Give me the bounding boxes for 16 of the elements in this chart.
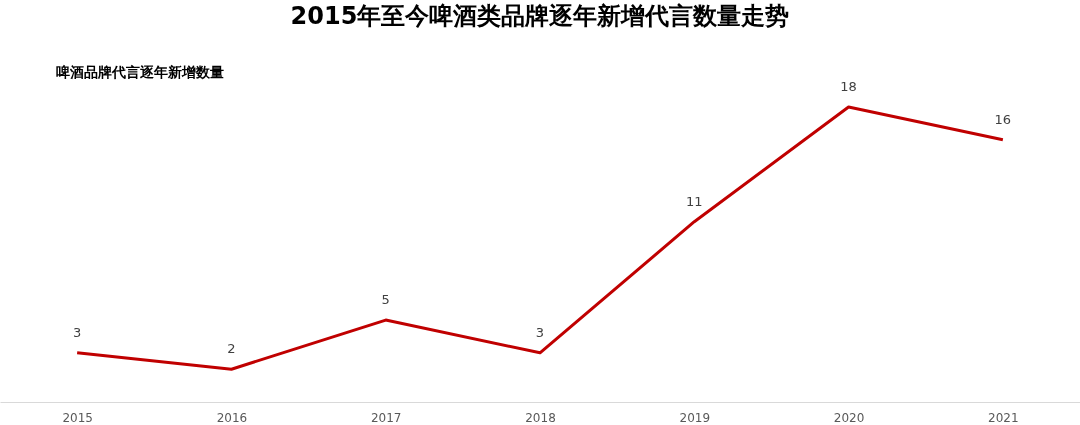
chart-title: 2015年至今啤酒类品牌逐年新增代言数量走势 — [290, 2, 790, 30]
x-tick-label: 2018 — [525, 410, 556, 425]
x-tick-label: 2015 — [62, 410, 93, 425]
x-tick-label: 2017 — [370, 410, 402, 425]
data-label: 3 — [73, 324, 82, 340]
x-tick-label: 2021 — [988, 410, 1019, 425]
data-label: 18 — [840, 79, 857, 94]
x-tick-label: 2019 — [679, 410, 711, 425]
data-label: 16 — [994, 111, 1012, 127]
chart-subtitle: 啤酒品牌代言逐年新增数量 — [56, 64, 224, 82]
data-label: 3 — [535, 324, 545, 340]
x-tick-label: 2020 — [833, 410, 865, 425]
x-tick-label: 2016 — [216, 410, 248, 425]
data-label: 5 — [381, 292, 390, 308]
data-label: 11 — [686, 193, 703, 209]
data-label: 2 — [227, 341, 236, 357]
